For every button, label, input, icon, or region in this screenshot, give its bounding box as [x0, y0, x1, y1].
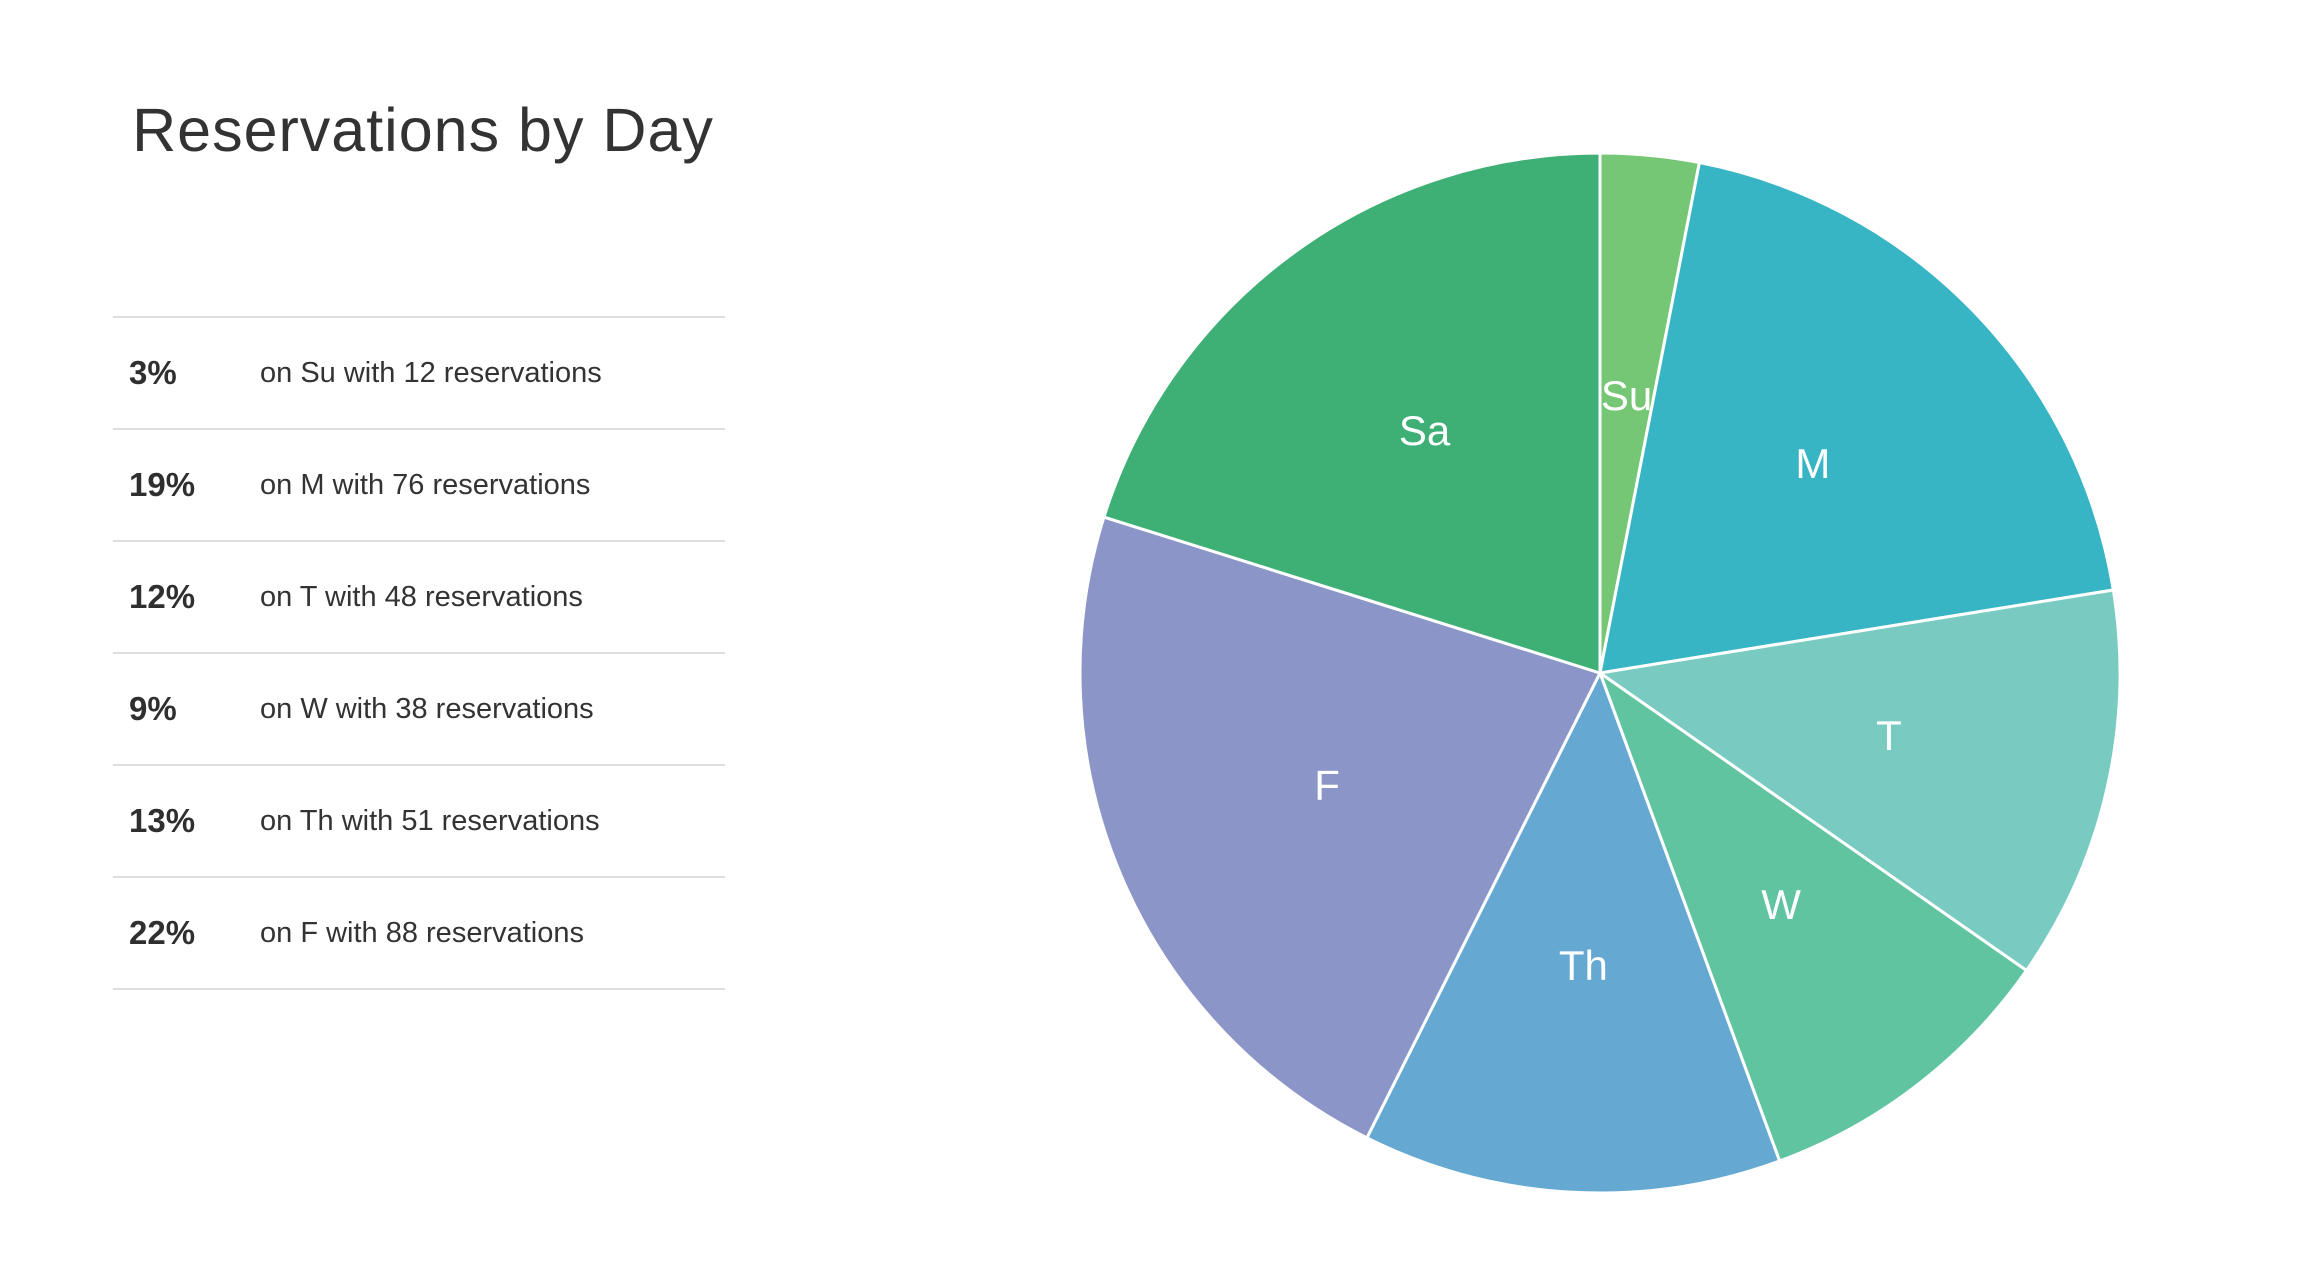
legend-percent: 22%	[129, 914, 196, 951]
pie-slice-f	[1078, 515, 1602, 1140]
legend-description: on T with 48 reservations	[260, 580, 583, 613]
legend-description: on Th with 51 reservations	[260, 804, 600, 837]
legend-percent: 12%	[129, 578, 196, 615]
pie-label-w: W	[1761, 881, 1801, 928]
legend-percent: 9%	[129, 690, 177, 727]
legend-description: on M with 76 reservations	[260, 468, 591, 501]
legend-row: 3% on Su with 12 reservations	[113, 318, 725, 430]
pie-label-th: Th	[1559, 942, 1608, 989]
legend-row: 22% on F with 88 reservations	[113, 878, 725, 990]
pie-slice-th	[1365, 671, 1782, 1195]
pie-label-t: T	[1876, 712, 1902, 759]
legend-row: 9% on W with 38 reservations	[113, 654, 725, 766]
legend-table: 3% on Su with 12 reservations 19% on M w…	[113, 316, 725, 990]
legend-percent: 3%	[129, 354, 177, 391]
legend-description: on Su with 12 reservations	[260, 356, 602, 389]
pie-label-sa: Sa	[1399, 407, 1451, 454]
pie-label-f: F	[1314, 762, 1340, 809]
pie-label-m: M	[1795, 440, 1830, 487]
chart-title: Reservations by Day	[132, 96, 714, 164]
pie-slice-sa	[1102, 151, 1602, 675]
pie-label-su: Su	[1601, 372, 1652, 419]
pie-slice-m	[1598, 161, 2115, 675]
legend-row: 19% on M with 76 reservations	[113, 430, 725, 542]
pie-slice-t	[1598, 588, 2122, 972]
legend-row: 13% on Th with 51 reservations	[113, 766, 725, 878]
legend-description: on F with 88 reservations	[260, 916, 584, 949]
legend-description: on W with 38 reservations	[260, 692, 594, 725]
legend-row: 12% on T with 48 reservations	[113, 542, 725, 654]
pie-slice-w	[1598, 671, 2028, 1163]
legend-percent: 19%	[129, 466, 196, 503]
legend-percent: 13%	[129, 802, 196, 839]
